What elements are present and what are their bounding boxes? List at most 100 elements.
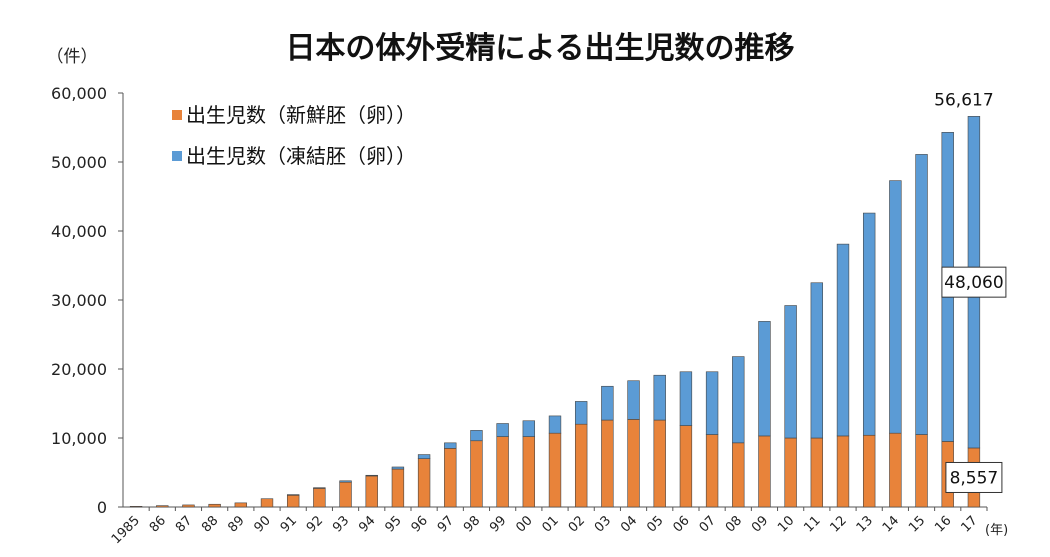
bar-frozen <box>915 154 928 435</box>
bar-fresh <box>496 436 509 508</box>
y-tick-label: 50,000 <box>51 153 107 172</box>
x-tick-label: 14 <box>880 513 902 535</box>
x-tick-label: 08 <box>723 513 745 535</box>
y-axis: 0 10,000 20,000 30,000 40,000 50,000 60,000 <box>51 84 124 517</box>
bar-frozen <box>810 282 824 439</box>
bar-fresh <box>732 442 745 508</box>
bar-frozen <box>679 371 693 426</box>
bar-frozen <box>391 466 405 470</box>
bar-fresh <box>915 434 928 508</box>
x-tick-label: 95 <box>382 513 404 535</box>
bar-frozen <box>574 401 588 425</box>
bar-frozen <box>758 321 771 437</box>
y-tick-label: 20,000 <box>51 360 107 379</box>
fresh-callout: 8,557 <box>945 461 1003 493</box>
bar-frozen <box>627 380 640 420</box>
bar-fresh <box>286 494 300 508</box>
frozen-callout-label: 48,060 <box>944 273 1003 293</box>
bar-fresh <box>784 437 797 508</box>
frozen-callout-box <box>941 266 1007 298</box>
x-tick-label: 96 <box>409 513 431 535</box>
frozen-callout: 48,060 <box>941 266 1007 298</box>
x-tick-label: 02 <box>566 513 588 535</box>
bar-fresh <box>601 419 614 508</box>
bar-fresh <box>470 440 483 508</box>
bar-fresh <box>260 498 274 508</box>
y-tick-label: 10,000 <box>51 429 107 448</box>
fresh-callout-label: 8,557 <box>950 468 999 488</box>
x-tick-label: 07 <box>697 513 719 535</box>
bar-frozen <box>470 430 483 442</box>
bar-frozen <box>784 305 797 439</box>
bar-frozen <box>444 442 457 449</box>
legend-label-frozen: 出生児数（凍結胚（卵）） <box>186 144 416 168</box>
x-tick-label: 92 <box>304 513 326 535</box>
x-tick-label: 12 <box>828 513 850 535</box>
x-tick-label: 88 <box>199 513 221 535</box>
x-tick-label: 11 <box>801 513 823 535</box>
x-tick-label: 10 <box>775 513 797 535</box>
bar-fresh <box>862 434 876 508</box>
x-tick-label: 94 <box>356 513 378 535</box>
bar-fresh <box>705 434 719 508</box>
x-tick-label: 13 <box>854 513 876 535</box>
x-tick-label: 1985 <box>109 513 143 547</box>
x-tick-label: 90 <box>252 513 274 535</box>
y-tick-label: 60,000 <box>51 84 107 103</box>
bar-fresh <box>234 502 248 508</box>
bar-fresh <box>574 423 588 508</box>
bar-frozen <box>889 180 902 434</box>
x-tick-label: 87 <box>173 513 195 535</box>
bar-frozen <box>548 415 562 434</box>
bar-frozen <box>522 420 536 437</box>
x-tick-label: 03 <box>592 513 614 535</box>
bar-frozen <box>313 487 326 489</box>
x-tick-label: 05 <box>644 513 666 535</box>
bar-fresh <box>548 432 562 508</box>
bars <box>129 116 981 508</box>
bar-fresh <box>129 506 143 508</box>
bar-frozen <box>705 371 719 435</box>
chart-title: 日本の体外受精による出生児数の推移 <box>285 31 794 66</box>
x-tick-label: 00 <box>513 513 535 535</box>
x-tick-label: 86 <box>147 513 169 535</box>
x-axis: 1985 86 87 88 89 90 91 92 93 94 95 96 97 98 99 00 01 02 03… <box>109 506 988 547</box>
bar-frozen <box>732 356 745 444</box>
y-tick-label: 0 <box>97 498 107 517</box>
x-tick-label: 89 <box>225 513 247 535</box>
y-tick-label: 30,000 <box>51 291 107 310</box>
x-tick-label: 99 <box>487 513 509 535</box>
x-axis-unit: (年) <box>985 523 1008 538</box>
bar-frozen <box>836 243 850 437</box>
y-axis-unit: （件） <box>47 47 98 67</box>
x-tick-label: 15 <box>906 513 928 535</box>
bar-fresh <box>156 505 169 508</box>
bar-frozen <box>286 494 300 496</box>
total-label-2017: 56,617 <box>934 90 993 110</box>
bar-frozen <box>862 212 876 436</box>
x-tick-label: 17 <box>958 513 980 535</box>
bar-fresh <box>627 419 640 508</box>
x-tick-label: 09 <box>749 513 771 535</box>
bar-fresh <box>313 488 326 508</box>
bar-fresh <box>182 504 195 508</box>
bar-fresh <box>758 435 771 508</box>
bar-frozen <box>417 454 431 459</box>
legend-swatch-frozen <box>172 151 182 161</box>
x-tick-label: 06 <box>670 513 692 535</box>
bar-fresh <box>417 458 431 508</box>
bar-fresh <box>522 436 536 508</box>
bar-fresh <box>444 448 457 508</box>
bar-frozen <box>339 480 352 483</box>
bar-fresh <box>810 437 824 508</box>
bar-frozen <box>496 423 509 437</box>
bar-fresh <box>836 435 850 508</box>
fresh-callout-box <box>945 461 1003 493</box>
x-tick-label: 98 <box>461 513 483 535</box>
x-tick-label: 01 <box>540 513 562 535</box>
bar-frozen <box>601 385 614 421</box>
legend: 出生児数（新鮮胚（卵）） 出生児数（凍結胚（卵）） <box>172 103 416 168</box>
bar-frozen <box>365 474 378 477</box>
x-tick-label: 93 <box>330 513 352 535</box>
